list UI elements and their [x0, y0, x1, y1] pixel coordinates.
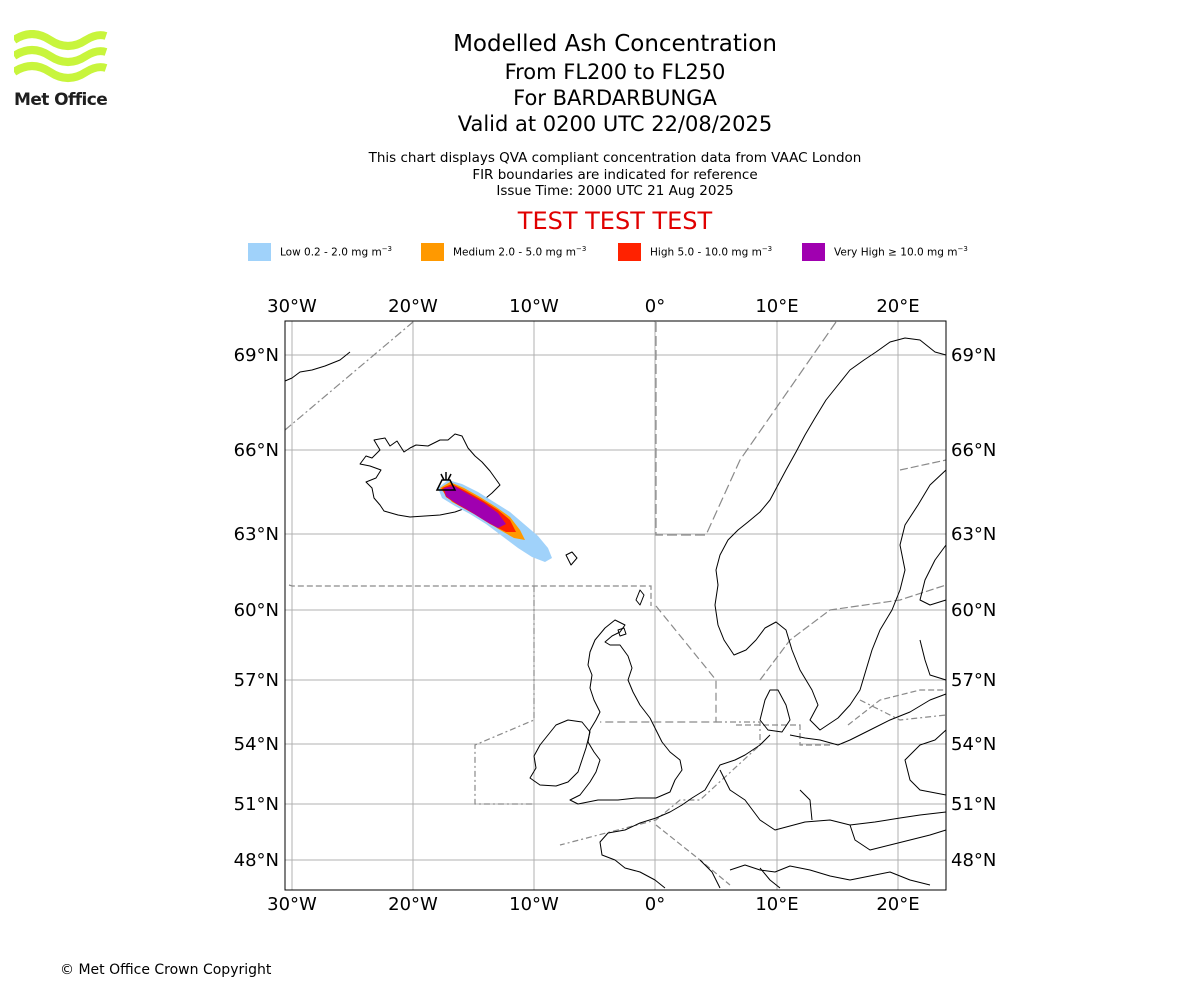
coast-estonia	[919, 639, 947, 681]
legend-swatch-low	[248, 243, 271, 261]
legend-label-low: Low 0.2 - 2.0 mg m−3	[280, 245, 393, 259]
coast-finland	[919, 544, 947, 606]
subtitle-line-2: FIR boundaries are indicated for referen…	[472, 166, 758, 183]
coast-faroe	[565, 551, 578, 566]
title-line-3: For BARDARBUNGA	[513, 86, 717, 110]
lat-label-right: 66°N	[951, 440, 996, 461]
legend-swatch-very-high	[802, 243, 825, 261]
legend-item-low: Low 0.2 - 2.0 mg m−3	[248, 243, 392, 261]
coast-denmark	[759, 689, 791, 733]
lat-label-left: 63°N	[234, 524, 279, 545]
border-poland-east	[904, 729, 947, 796]
coast-orkney	[617, 627, 627, 637]
lat-label-right: 54°N	[951, 734, 996, 755]
border-central-europe-2	[799, 789, 947, 851]
border-alps	[729, 864, 931, 886]
test-banner: TEST TEST TEST	[517, 206, 713, 235]
lat-label-left: 54°N	[234, 734, 279, 755]
legend-item-very-high: Very High ≥ 10.0 mg m−3	[802, 243, 968, 261]
coast-baltic-south	[789, 693, 947, 746]
legend-swatch-high	[618, 243, 641, 261]
lon-label-bottom: 10°E	[755, 894, 798, 915]
fir-boundary-scandinavia	[759, 584, 947, 681]
lon-label-top: 20°E	[876, 296, 919, 317]
lon-label-bottom: 20°W	[388, 894, 438, 915]
subtitle-line-1: This chart displays QVA compliant concen…	[368, 150, 862, 166]
fir-boundary-germany	[736, 724, 830, 746]
fir-boundary-norway	[655, 321, 837, 536]
fir-boundary-france	[655, 824, 731, 886]
lat-label-right: 60°N	[951, 600, 996, 621]
lat-label-left: 69°N	[234, 345, 279, 366]
lon-label-bottom: 10°W	[509, 894, 559, 915]
legend-item-medium: Medium 2.0 - 5.0 mg m−3	[421, 243, 586, 261]
fir-boundary-shanwick	[288, 584, 652, 606]
border-central-europe	[719, 769, 947, 831]
coast-shetland	[635, 589, 645, 606]
coastlines	[284, 337, 947, 889]
fir-boundary-finland	[899, 459, 947, 471]
fir-boundary-greenland	[284, 321, 414, 431]
border-switzerland	[699, 859, 781, 889]
coast-scandinavia	[714, 337, 947, 731]
coast-continent	[599, 734, 771, 889]
coast-ireland	[529, 719, 591, 787]
lat-label-left: 57°N	[234, 670, 279, 691]
wave-logo-icon	[11, 30, 108, 82]
lon-label-top: 10°W	[509, 296, 559, 317]
met-office-logo: Met Office	[11, 30, 109, 112]
title-line-2: From FL200 to FL250	[504, 60, 726, 84]
lon-label-top: 30°W	[267, 296, 317, 317]
fir-boundary-london	[559, 721, 761, 846]
lon-label-top: 10°E	[755, 296, 798, 317]
title-line-1: Modelled Ash Concentration	[453, 31, 777, 57]
lon-label-bottom: 30°W	[267, 894, 317, 915]
subtitle-line-3: Issue Time: 2000 UTC 21 Aug 2025	[496, 183, 734, 199]
lat-label-right: 69°N	[951, 345, 996, 366]
volcano-icon[interactable]	[435, 472, 457, 491]
fir-boundaries	[284, 321, 947, 886]
graticule	[285, 321, 946, 890]
ash-plume	[438, 480, 552, 562]
lat-label-left: 60°N	[234, 600, 279, 621]
lat-label-right: 48°N	[951, 850, 996, 871]
lon-label-top: 0°	[645, 296, 665, 317]
logo-text: Met Office	[14, 90, 108, 110]
legend-label-medium: Medium 2.0 - 5.0 mg m−3	[453, 245, 587, 259]
legend-item-high: High 5.0 - 10.0 mg m−3	[618, 243, 772, 261]
lat-label-right: 51°N	[951, 794, 996, 815]
fir-boundary-scottish	[600, 605, 717, 723]
legend: Low 0.2 - 2.0 mg m−3 Medium 2.0 - 5.0 mg…	[0, 243, 1200, 263]
lat-label-left: 48°N	[234, 850, 279, 871]
lat-label-left: 51°N	[234, 794, 279, 815]
legend-swatch-medium	[421, 243, 444, 261]
ash-very-high-region	[444, 486, 506, 528]
lat-label-right: 57°N	[951, 670, 996, 691]
legend-label-high: High 5.0 - 10.0 mg m−3	[650, 245, 773, 259]
title-line-4: Valid at 0200 UTC 22/08/2025	[457, 112, 773, 136]
fir-boundary-poland	[859, 699, 947, 721]
lon-label-bottom: 20°E	[876, 894, 919, 915]
lon-label-top: 20°W	[388, 296, 438, 317]
copyright-notice: © Met Office Crown Copyright	[60, 962, 272, 978]
coast-greenland	[284, 351, 351, 382]
lat-label-left: 66°N	[234, 440, 279, 461]
chart-header: Modelled Ash Concentration From FL200 to…	[315, 30, 915, 235]
coast-great-britain	[569, 619, 683, 805]
lat-label-right: 63°N	[951, 524, 996, 545]
lon-label-bottom: 0°	[645, 894, 665, 915]
map-frame	[284, 320, 947, 891]
fir-boundary-shannon	[474, 586, 535, 805]
fir-boundary-baltic	[847, 689, 946, 726]
legend-label-very-high: Very High ≥ 10.0 mg m−3	[834, 245, 968, 259]
